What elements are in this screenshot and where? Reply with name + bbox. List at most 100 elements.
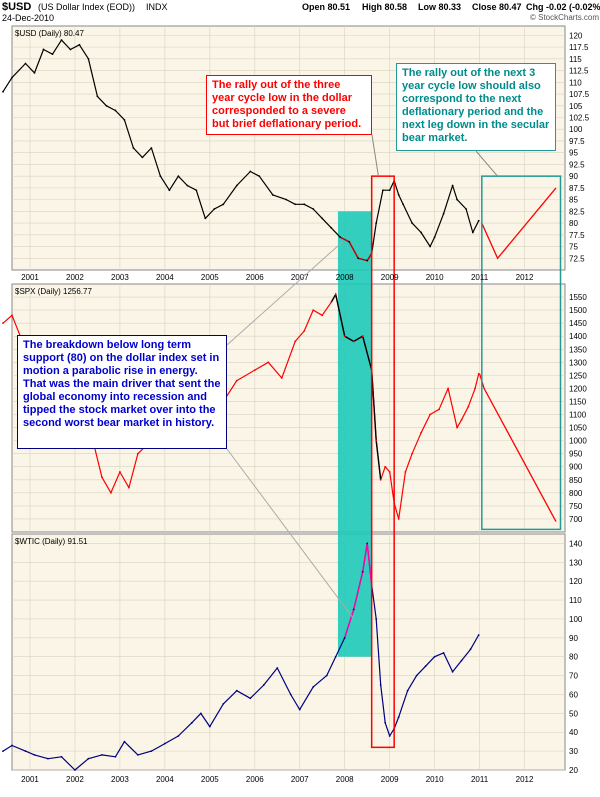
data-point — [477, 634, 480, 636]
data-point — [438, 408, 441, 411]
data-point — [110, 491, 112, 494]
y-tick-label: 120 — [569, 31, 583, 40]
data-point — [271, 194, 274, 196]
y-tick-label: 1350 — [569, 345, 587, 354]
data-point — [163, 742, 166, 745]
blue-note-pointer-oil — [226, 448, 355, 620]
x-tick-label: 2002 — [66, 273, 84, 282]
data-point — [460, 418, 463, 421]
data-point — [24, 750, 27, 753]
data-point — [411, 452, 414, 455]
data-point — [298, 708, 301, 711]
data-point — [123, 740, 126, 743]
y-tick-label: 1050 — [569, 424, 587, 433]
data-point — [136, 753, 139, 756]
data-point — [294, 340, 297, 343]
spx-series-highlight — [330, 292, 382, 480]
data-point — [74, 769, 76, 771]
stockcharts-logo: © StockCharts.com — [530, 13, 600, 22]
y-tick-label: 20 — [569, 766, 578, 775]
x-tick-label: 2005 — [201, 273, 219, 282]
chart-header: $USD (US Dollar Index (EOD)) INDX 24-Dec… — [2, 0, 600, 24]
y-tick-label: 105 — [569, 102, 583, 111]
usd-projection — [481, 187, 557, 260]
data-point — [47, 757, 49, 760]
data-point — [343, 335, 346, 338]
change-value: Chg -0.02 (-0.02%) — [526, 2, 600, 12]
y-tick-label: 1450 — [569, 319, 587, 328]
data-point — [330, 301, 333, 304]
data-point — [249, 697, 252, 700]
y-tick-label: 1000 — [569, 437, 587, 446]
x-tick-label-bottom: 2008 — [336, 775, 354, 784]
data-point — [177, 735, 180, 737]
data-point — [471, 231, 474, 234]
data-point — [321, 314, 324, 317]
data-point — [451, 670, 454, 673]
y-tick-label: 950 — [569, 450, 583, 459]
data-point — [312, 686, 315, 688]
data-point — [447, 387, 450, 390]
data-point — [442, 652, 445, 654]
data-point — [222, 203, 225, 206]
data-point — [465, 208, 467, 210]
data-point — [397, 716, 400, 719]
x-tick-label: 2008 — [336, 273, 354, 282]
next-cycle-box — [481, 175, 562, 531]
x-tick-label: 2007 — [291, 273, 309, 282]
data-point — [420, 431, 423, 434]
x-tick-label-bottom: 2007 — [291, 775, 309, 784]
data-point — [406, 689, 409, 692]
data-point — [235, 689, 238, 692]
y-tick-label: 40 — [569, 728, 578, 737]
data-point — [330, 226, 333, 229]
data-point — [186, 184, 189, 187]
data-point — [11, 76, 13, 79]
data-point — [11, 744, 13, 747]
y-tick-label: 72.5 — [569, 254, 585, 263]
data-point — [96, 95, 99, 98]
data-point — [348, 240, 351, 243]
cycle-low-box — [370, 175, 395, 749]
y-tick-label: 77.5 — [569, 231, 585, 240]
data-point — [87, 757, 90, 760]
data-point — [294, 203, 297, 206]
y-tick-label: 850 — [569, 476, 583, 485]
y-tick-label: 102.5 — [569, 114, 590, 123]
data-point — [2, 322, 4, 325]
panel-legend: $WTIC (Daily) 91.51 — [15, 537, 88, 546]
data-point — [379, 684, 382, 686]
x-tick-label-bottom: 2001 — [21, 775, 39, 784]
y-tick-label: 60 — [569, 690, 578, 699]
y-tick-label: 107.5 — [569, 90, 590, 99]
blue-note-pointer-usd — [226, 241, 343, 346]
data-point — [123, 118, 126, 121]
teal-note-pointer — [475, 150, 498, 177]
data-point — [433, 236, 436, 239]
data-point — [467, 405, 470, 408]
blue-annotation: The breakdown below long term support (8… — [17, 335, 227, 449]
data-point — [366, 542, 369, 545]
data-point — [114, 755, 117, 758]
data-point — [379, 478, 382, 481]
data-point — [235, 184, 238, 187]
y-tick-label: 900 — [569, 463, 583, 472]
data-point — [204, 217, 207, 220]
data-point — [352, 340, 355, 343]
data-point — [11, 314, 13, 317]
y-tick-label: 750 — [569, 502, 583, 511]
data-point — [366, 259, 369, 262]
data-point — [127, 486, 130, 489]
y-tick-label: 140 — [569, 539, 583, 548]
x-tick-label: 2006 — [246, 273, 264, 282]
data-point — [195, 189, 198, 192]
x-tick-label-bottom: 2006 — [246, 775, 264, 784]
data-point — [397, 194, 400, 196]
y-tick-label: 1200 — [569, 384, 587, 393]
y-tick-label: 80 — [569, 653, 578, 662]
y-tick-label: 110 — [569, 78, 582, 87]
x-tick-label: 2004 — [156, 273, 174, 282]
x-tick-label-bottom: 2004 — [156, 775, 174, 784]
y-tick-label: 1250 — [569, 371, 587, 380]
data-point — [285, 198, 288, 201]
